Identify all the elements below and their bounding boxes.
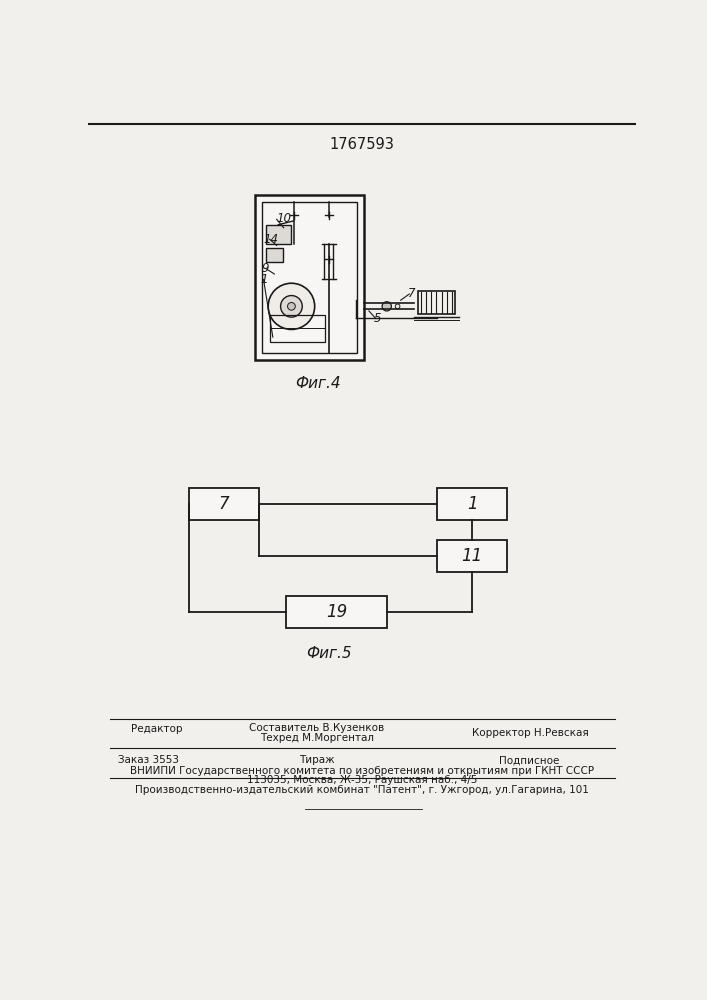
Text: Подписное: Подписное (499, 755, 559, 765)
Circle shape (288, 302, 296, 310)
Bar (437, 488, 507, 520)
Text: 7: 7 (218, 495, 229, 513)
Circle shape (382, 302, 392, 311)
Text: Составитель В.Кузенков: Составитель В.Кузенков (250, 723, 385, 733)
Text: 1: 1 (467, 495, 477, 513)
Bar (286, 596, 387, 628)
Text: Тираж: Тираж (299, 755, 335, 765)
Text: 14: 14 (264, 233, 279, 246)
Text: 11: 11 (462, 547, 483, 565)
Text: 9: 9 (262, 262, 269, 275)
Circle shape (395, 304, 400, 309)
Text: 19: 19 (326, 603, 347, 621)
Text: 5: 5 (373, 312, 381, 325)
Bar (262, 202, 356, 353)
Text: 1: 1 (260, 273, 268, 286)
Text: Производственно-издательский комбинат "Патент", г. Ужгород, ул.Гагарина, 101: Производственно-издательский комбинат "П… (135, 785, 589, 795)
Text: Заказ 3553: Заказ 3553 (118, 755, 179, 765)
Bar (255, 195, 363, 360)
Bar (418, 291, 455, 314)
Text: 7: 7 (408, 287, 415, 300)
Bar (189, 488, 259, 520)
Bar (270, 315, 325, 342)
Bar (437, 540, 507, 572)
Text: 10: 10 (276, 212, 292, 225)
Text: ВНИИПИ Государственного комитета по изобретениям и открытиям при ГКНТ СССР: ВНИИПИ Государственного комитета по изоб… (130, 766, 594, 776)
Text: 1767593: 1767593 (329, 137, 395, 152)
Circle shape (281, 296, 303, 317)
Text: Редактор: Редактор (131, 724, 182, 734)
Text: Фиг.5: Фиг.5 (306, 646, 351, 661)
Text: Корректор Н.Ревская: Корректор Н.Ревская (472, 728, 588, 738)
Text: Техред М.Моргентал: Техред М.Моргентал (260, 733, 374, 743)
Circle shape (268, 283, 315, 329)
Text: 113035, Москва, Ж-35, Раушская наб., 4/5: 113035, Москва, Ж-35, Раушская наб., 4/5 (247, 775, 477, 785)
Bar (266, 248, 283, 262)
Bar (266, 225, 291, 244)
Text: Фиг.4: Фиг.4 (295, 376, 341, 391)
